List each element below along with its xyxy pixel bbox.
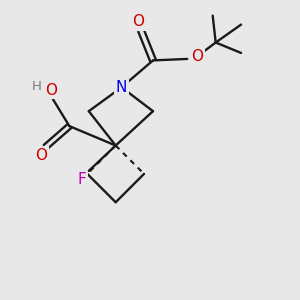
Text: F: F: [78, 172, 87, 188]
Text: O: O: [191, 49, 203, 64]
Text: H: H: [32, 80, 42, 93]
Text: O: O: [132, 14, 144, 29]
Text: O: O: [35, 148, 47, 163]
Text: O: O: [46, 83, 58, 98]
Text: N: N: [116, 80, 127, 95]
